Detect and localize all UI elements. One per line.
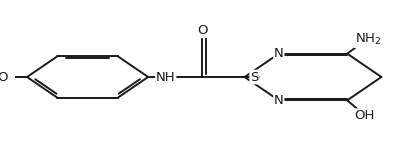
Text: NH$_2$: NH$_2$ <box>354 32 380 47</box>
Text: N: N <box>273 94 283 107</box>
Text: S: S <box>249 71 258 83</box>
Text: OH: OH <box>354 109 374 122</box>
Text: NH: NH <box>156 71 175 83</box>
Text: N: N <box>273 47 283 60</box>
Text: O: O <box>0 71 8 83</box>
Text: O: O <box>196 24 207 37</box>
